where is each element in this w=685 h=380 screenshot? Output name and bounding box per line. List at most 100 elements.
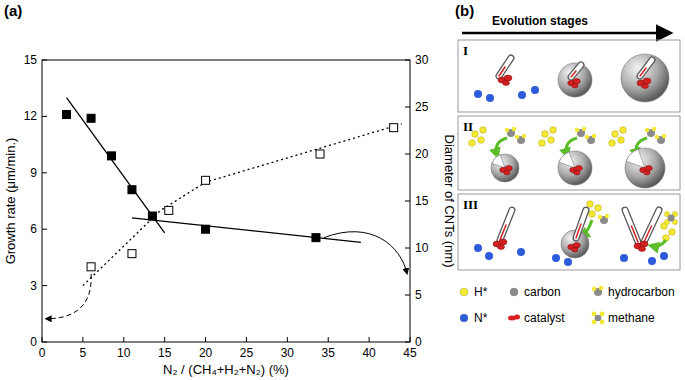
legend-label: methane xyxy=(608,311,655,325)
h-radical xyxy=(480,127,487,134)
carbon-shell xyxy=(558,151,592,185)
nanotube-core xyxy=(500,210,512,240)
catalyst-lobe xyxy=(498,245,505,250)
x-tick xyxy=(82,337,83,342)
legend-symbol xyxy=(510,288,518,296)
catalyst-lobe xyxy=(572,247,578,252)
legend-item: H* xyxy=(460,285,488,299)
nanotube-catalyst xyxy=(644,226,652,242)
x-tick xyxy=(328,337,329,342)
legend-label: hydrocarbon xyxy=(608,285,675,299)
filled-square-point xyxy=(202,225,210,233)
axis-pointer-arrow xyxy=(324,232,407,274)
hydrocarbon-h xyxy=(652,127,656,131)
hydrocarbon-h xyxy=(512,127,516,131)
panel-b: (b)Evolution stagesIIIIIIH*carbonhydroca… xyxy=(455,2,680,325)
legend-item: N* xyxy=(460,311,488,325)
y-tick-label: 6 xyxy=(30,222,37,236)
y-tick xyxy=(42,285,47,286)
catalyst-lobe xyxy=(572,83,578,88)
h-radical xyxy=(542,131,549,138)
catalyst-particle xyxy=(568,79,581,88)
stage-panel: II xyxy=(458,116,680,190)
catalyst-lobe xyxy=(643,78,651,84)
y2-tick-label: 15 xyxy=(415,194,429,208)
hydrocarbon-h xyxy=(522,134,526,138)
catalyst-lobe xyxy=(640,241,648,247)
x-tick-label: 25 xyxy=(240,346,254,360)
y2-tick xyxy=(405,342,410,343)
n-radical xyxy=(517,248,525,256)
panel-label: (a) xyxy=(4,2,22,19)
nanotube xyxy=(625,210,638,242)
h-radical xyxy=(612,131,619,138)
x-tick-label: 35 xyxy=(322,346,336,360)
hydrocarbon xyxy=(655,134,666,144)
nanotube-core xyxy=(640,60,652,76)
catalyst-lobe xyxy=(645,166,652,171)
legend-symbol xyxy=(460,288,468,296)
filled-square-point xyxy=(148,212,156,220)
nanotube-wall xyxy=(499,58,511,76)
open-square-point xyxy=(202,176,210,184)
legend-item: catalyst xyxy=(508,311,565,325)
x-tick xyxy=(410,337,411,342)
hydrocarbon-h xyxy=(662,134,666,138)
y2-tick xyxy=(405,154,410,155)
nanotube-core xyxy=(625,210,638,242)
stage-panel: I xyxy=(458,40,680,112)
catalyst-lobe xyxy=(504,75,512,81)
y-tick xyxy=(42,229,47,230)
y2-tick-label: 30 xyxy=(415,53,429,67)
x-tick-label: 5 xyxy=(80,346,87,360)
x-tick xyxy=(287,337,288,342)
stage-label: II xyxy=(463,119,473,134)
hydrocarbon-h xyxy=(598,215,602,219)
y2-tick-label: 10 xyxy=(415,241,429,255)
catalyst-lobe xyxy=(574,170,580,175)
hydrocarbon-h xyxy=(585,135,589,139)
x-tick-label: 0 xyxy=(39,346,46,360)
n-radical xyxy=(552,254,560,262)
hydrocarbon xyxy=(575,127,586,137)
n-radical xyxy=(486,94,494,102)
y-tick xyxy=(42,172,47,173)
legend-label: catalyst xyxy=(524,311,565,325)
legend-symbol xyxy=(514,315,520,320)
nanotube-wall xyxy=(640,60,652,76)
filled-square-point xyxy=(63,111,71,119)
y2-tick xyxy=(405,60,410,61)
catalyst-particle xyxy=(500,166,513,175)
y-tick xyxy=(42,342,47,343)
catalyst-particle xyxy=(634,241,648,252)
methane xyxy=(664,211,677,224)
n-radical xyxy=(531,86,539,94)
nanotube-wall xyxy=(576,210,586,238)
axis-pointer-arrow xyxy=(46,274,91,319)
nanotube xyxy=(499,58,511,76)
open-square-point xyxy=(87,263,95,271)
stage-box xyxy=(458,40,680,112)
catalyst-particle xyxy=(570,166,583,175)
n-radical xyxy=(564,258,572,266)
y2-tick-label: 5 xyxy=(415,288,422,302)
hydrocarbon-h xyxy=(655,135,659,139)
hydrocarbon-h xyxy=(515,135,519,139)
carbon-shell xyxy=(491,154,519,182)
y-tick xyxy=(42,60,47,61)
catalyst-particle xyxy=(498,75,512,86)
legend-symbol xyxy=(460,314,468,322)
nanotube-core xyxy=(644,210,659,242)
legend-label: H* xyxy=(474,285,488,299)
methane-carbon xyxy=(668,215,675,222)
fit-line xyxy=(67,98,165,233)
y2-tick xyxy=(405,107,410,108)
legend-item: hydrocarbon xyxy=(592,285,675,299)
shell-opening xyxy=(559,152,575,168)
filled-square-point xyxy=(87,114,95,122)
y2-tick-label: 20 xyxy=(415,147,429,161)
y-tick xyxy=(42,116,47,117)
figure: (a)0510152025303540450369121505101520253… xyxy=(0,0,685,380)
open-square-point xyxy=(390,124,398,132)
catalyst-particle xyxy=(493,239,507,250)
